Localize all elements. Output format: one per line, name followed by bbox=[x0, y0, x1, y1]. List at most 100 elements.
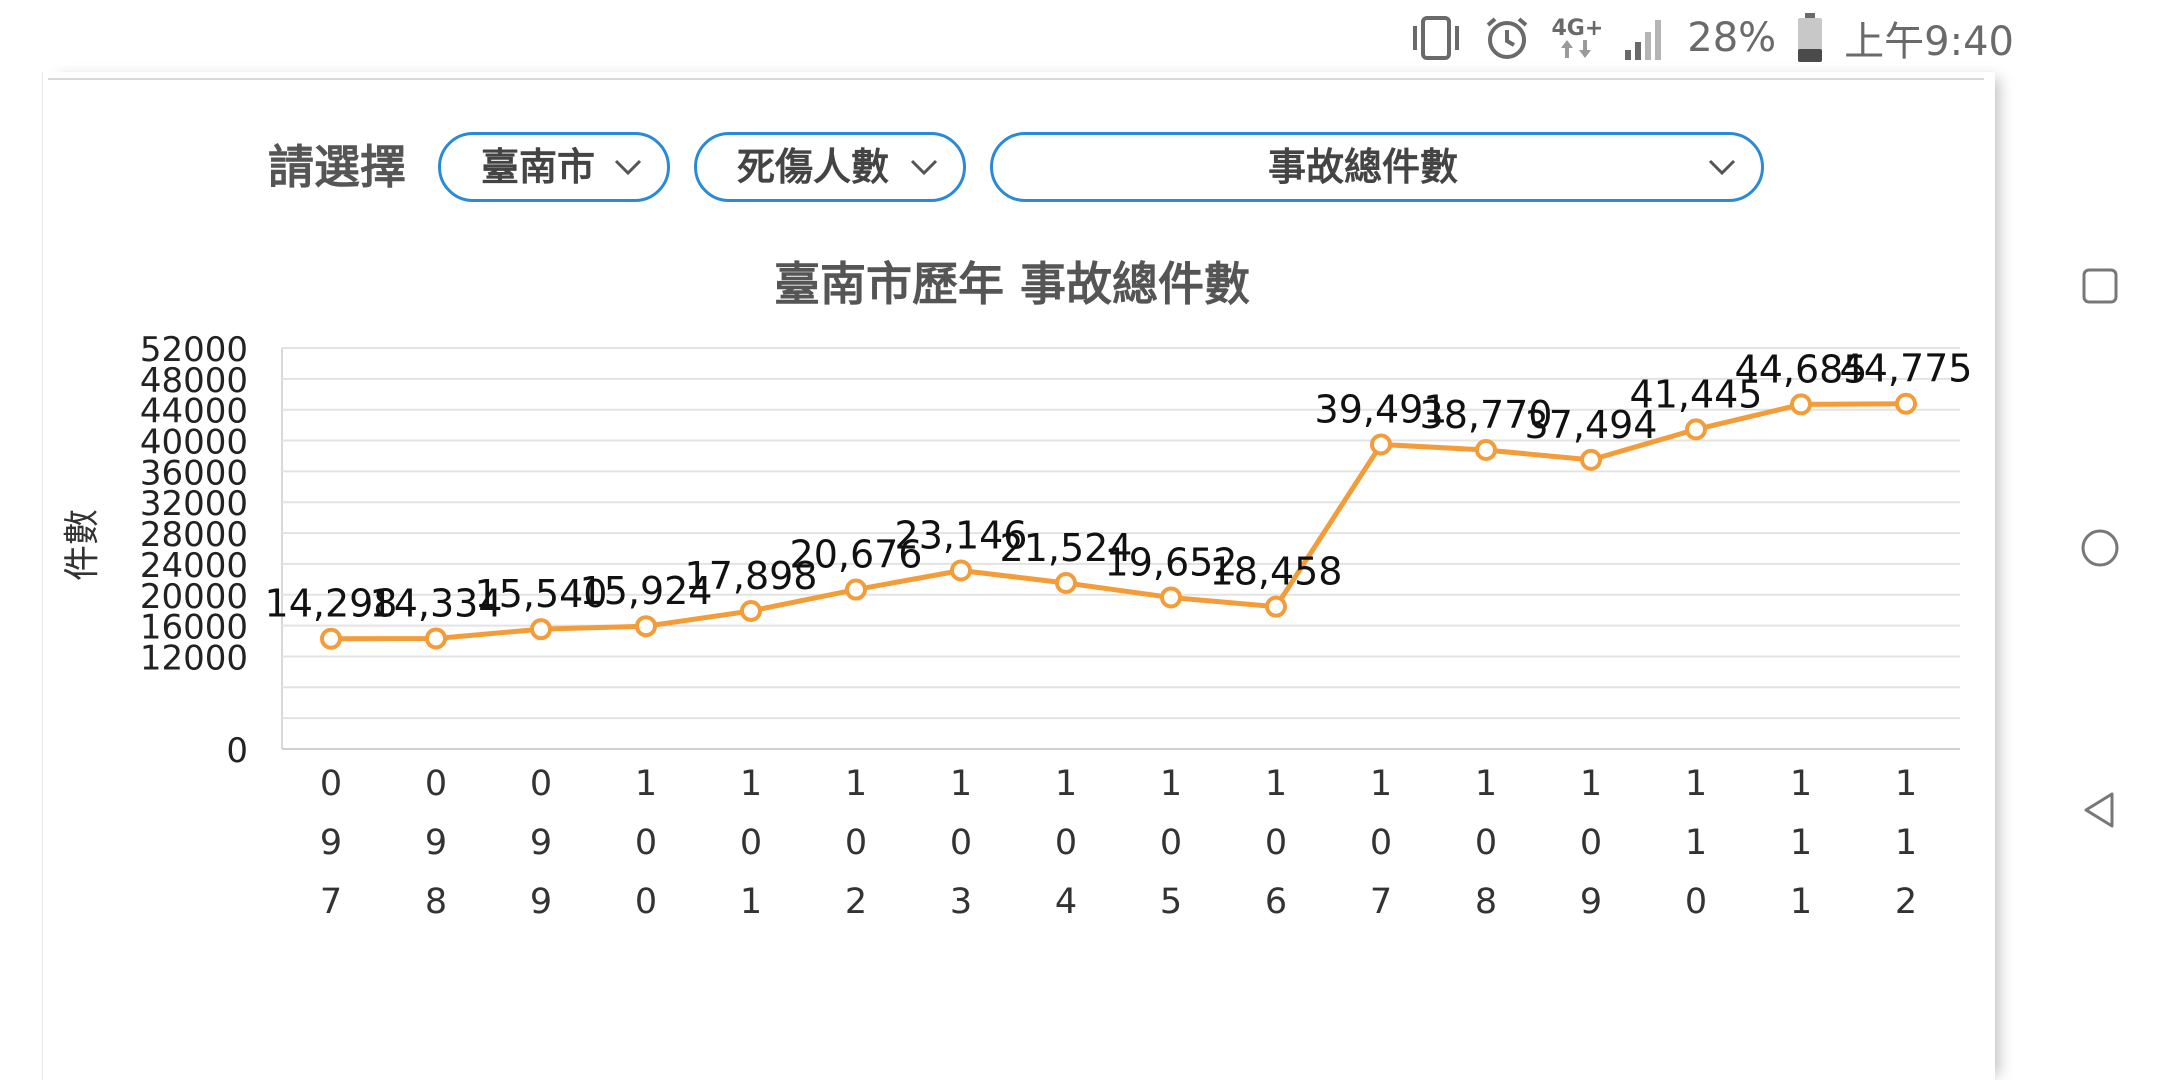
data-point[interactable] bbox=[1370, 433, 1392, 456]
data-label: 17,898 bbox=[685, 554, 818, 598]
chevron-down-icon bbox=[1708, 159, 1736, 176]
data-label: 14,334 bbox=[370, 581, 503, 625]
data-point[interactable] bbox=[320, 627, 342, 650]
x-tick-char: 0 bbox=[530, 764, 552, 804]
x-tick-char: 1 bbox=[1370, 764, 1392, 804]
alarm-icon bbox=[1483, 14, 1531, 62]
recents-button[interactable] bbox=[2076, 262, 2124, 310]
x-tick-char: 9 bbox=[530, 823, 552, 863]
x-tick-char: 0 bbox=[1265, 823, 1287, 863]
x-tick-char: 8 bbox=[425, 882, 447, 922]
data-point[interactable] bbox=[1580, 448, 1602, 471]
data-label: 23,146 bbox=[895, 514, 1028, 558]
data-point[interactable] bbox=[740, 599, 762, 622]
data-label: 15,540 bbox=[475, 572, 608, 616]
x-tick-char: 1 bbox=[1475, 764, 1497, 804]
data-point[interactable] bbox=[1475, 439, 1497, 462]
y-tick-label: 36000 bbox=[140, 453, 248, 493]
x-tick-label: 1 0 2 bbox=[845, 764, 867, 922]
x-tick-char: 1 bbox=[1790, 882, 1812, 922]
vibrate-icon bbox=[1409, 14, 1463, 62]
x-tick-label: 1 0 0 bbox=[635, 764, 657, 922]
data-point[interactable] bbox=[635, 615, 657, 638]
y-tick-label: 24000 bbox=[140, 546, 248, 586]
y-tick-label: 20000 bbox=[140, 577, 248, 617]
data-point[interactable] bbox=[530, 618, 552, 641]
x-tick-char: 9 bbox=[1580, 882, 1602, 922]
card-divider bbox=[48, 78, 1984, 80]
x-tick-char: 1 bbox=[845, 764, 867, 804]
y-tick-label: 32000 bbox=[140, 484, 248, 524]
data-point[interactable] bbox=[845, 578, 867, 601]
x-tick-char: 9 bbox=[530, 882, 552, 922]
x-tick-char: 0 bbox=[950, 823, 972, 863]
x-tick-char: 1 bbox=[1265, 764, 1287, 804]
data-label: 19,652 bbox=[1105, 540, 1238, 584]
x-tick-char: 0 bbox=[635, 823, 657, 863]
data-point[interactable] bbox=[1895, 392, 1917, 415]
status-bar: 4G+ 28% 上午9:40 bbox=[1409, 8, 2014, 68]
city-dropdown-value: 臺南市 bbox=[481, 145, 596, 189]
home-button[interactable] bbox=[2076, 524, 2124, 572]
data-label: 20,676 bbox=[790, 533, 923, 577]
y-axis-label: 件數 bbox=[62, 509, 103, 581]
x-tick-label: 1 0 4 bbox=[1055, 764, 1077, 922]
x-tick-char: 1 bbox=[1790, 823, 1812, 863]
y-tick-label: 52000 bbox=[140, 330, 248, 370]
x-tick-label: 1 1 0 bbox=[1685, 764, 1707, 922]
data-point[interactable] bbox=[950, 559, 972, 582]
x-tick-char: 0 bbox=[1160, 823, 1182, 863]
x-tick-char: 0 bbox=[1475, 823, 1497, 863]
data-label: 21,524 bbox=[1000, 526, 1133, 570]
back-button[interactable] bbox=[2076, 786, 2124, 834]
x-tick-char: 0 bbox=[320, 764, 342, 804]
x-tick-label: 1 1 2 bbox=[1895, 764, 1917, 922]
series-line bbox=[330, 401, 1907, 642]
data-label: 44,685 bbox=[1735, 347, 1868, 391]
data-point[interactable] bbox=[1160, 586, 1182, 609]
data-point[interactable] bbox=[425, 627, 447, 650]
x-tick-char: 1 bbox=[1685, 764, 1707, 804]
x-tick-char: 7 bbox=[1370, 882, 1392, 922]
y-tick-label: 48000 bbox=[140, 361, 248, 401]
metric-dropdown[interactable]: 事故總件數 bbox=[990, 132, 1764, 202]
x-tick-label: 1 0 5 bbox=[1160, 764, 1182, 922]
x-tick-char: 0 bbox=[740, 823, 762, 863]
data-point[interactable] bbox=[1055, 572, 1077, 595]
data-label: 15,924 bbox=[580, 569, 713, 613]
x-tick-label: 0 9 7 bbox=[320, 764, 342, 922]
x-tick-label: 1 1 1 bbox=[1790, 764, 1812, 922]
data-label: 41,445 bbox=[1630, 372, 1763, 416]
x-tick-char: 1 bbox=[1685, 823, 1707, 863]
data-point[interactable] bbox=[1685, 418, 1707, 441]
data-label: 14,298 bbox=[265, 582, 398, 626]
x-tick-char: 0 bbox=[1685, 882, 1707, 922]
y-tick-label: 0 bbox=[226, 731, 248, 771]
x-tick-char: 2 bbox=[845, 882, 867, 922]
data-labels: 14,29814,33415,54015,92417,89820,67623,1… bbox=[265, 347, 1973, 626]
data-point[interactable] bbox=[1790, 393, 1812, 416]
square-icon bbox=[2082, 268, 2118, 304]
data-label: 38,770 bbox=[1420, 393, 1553, 437]
chevron-down-icon bbox=[614, 159, 642, 176]
x-tick-char: 4 bbox=[1055, 882, 1077, 922]
x-tick-char: 7 bbox=[320, 882, 342, 922]
x-tick-char: 8 bbox=[1475, 882, 1497, 922]
metric-dropdown-value: 事故總件數 bbox=[1267, 145, 1458, 189]
x-axis-ticks: 0970980991001011021031041051061071081091… bbox=[320, 764, 1917, 922]
x-tick-char: 1 bbox=[740, 764, 762, 804]
x-tick-char: 0 bbox=[1055, 823, 1077, 863]
circle-icon bbox=[2081, 529, 2119, 567]
x-tick-char: 1 bbox=[1055, 764, 1077, 804]
x-tick-char: 0 bbox=[635, 882, 657, 922]
city-dropdown[interactable]: 臺南市 bbox=[438, 132, 670, 202]
data-point[interactable] bbox=[1265, 595, 1287, 618]
x-tick-label: 1 0 3 bbox=[950, 764, 972, 922]
data-label: 39,491 bbox=[1315, 387, 1448, 431]
x-tick-char: 1 bbox=[635, 764, 657, 804]
category-dropdown[interactable]: 死傷人數 bbox=[694, 132, 966, 202]
x-tick-char: 1 bbox=[740, 882, 762, 922]
x-tick-char: 1 bbox=[1160, 764, 1182, 804]
x-tick-char: 0 bbox=[425, 764, 447, 804]
